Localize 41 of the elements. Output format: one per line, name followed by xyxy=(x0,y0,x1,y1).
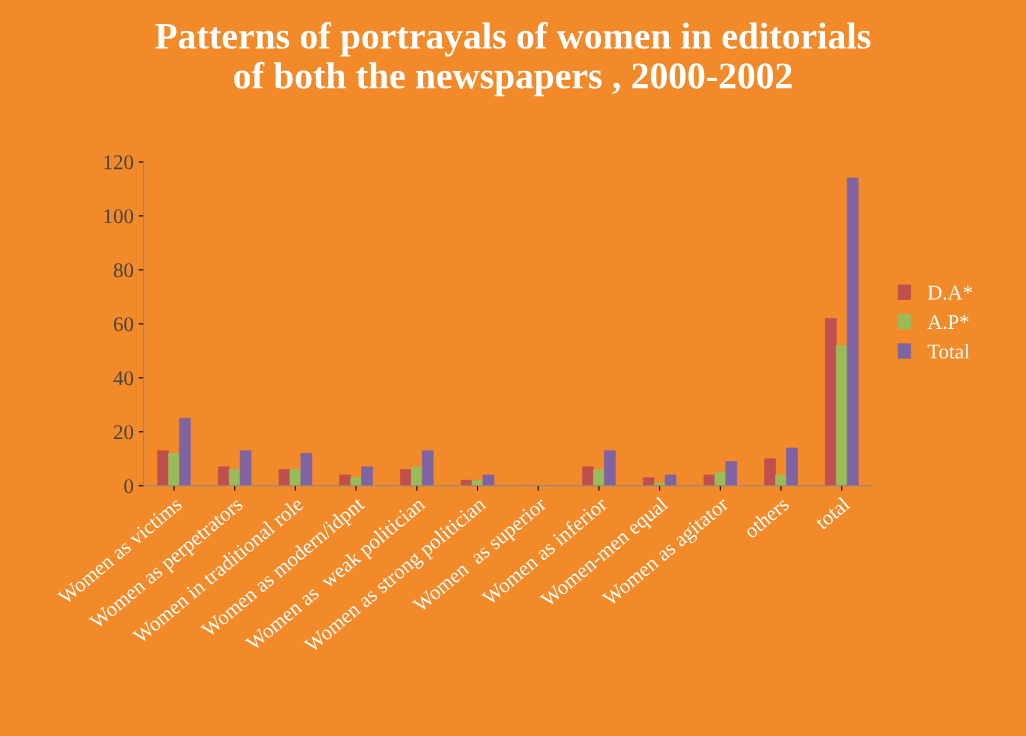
bar xyxy=(775,474,787,486)
y-tick-label: 120 xyxy=(104,155,134,170)
bar xyxy=(421,450,434,486)
bar xyxy=(228,469,241,486)
bar xyxy=(217,466,230,486)
bar xyxy=(411,466,423,486)
bar xyxy=(725,461,738,486)
bar xyxy=(179,417,191,486)
legend-label: D.A* xyxy=(927,285,973,300)
bar xyxy=(604,450,616,486)
bar xyxy=(835,345,848,486)
y-tick-label: 20 xyxy=(114,425,134,440)
chart-title: Patterns of portrayals of women in editorials of both the newspapers , 2000-2002 xyxy=(155,22,871,97)
legend-label: Total xyxy=(927,343,970,359)
y-tick-label: 80 xyxy=(113,263,134,278)
x-tick-label: total xyxy=(813,495,851,531)
y-tick-label: 0 xyxy=(124,479,134,494)
legend-label: A.P* xyxy=(927,315,969,330)
bar xyxy=(582,466,594,486)
y-tick-label: 100 xyxy=(104,209,134,224)
y-tick-label: 60 xyxy=(113,317,134,332)
bar xyxy=(825,318,837,486)
bar xyxy=(846,177,859,486)
bar xyxy=(703,474,716,486)
bar xyxy=(593,469,605,486)
bar xyxy=(786,447,798,486)
bar xyxy=(642,477,655,486)
bar xyxy=(157,450,169,486)
y-tick-label: 40 xyxy=(113,371,134,386)
bar xyxy=(289,469,302,486)
bar xyxy=(361,466,373,486)
bar xyxy=(482,474,495,486)
bar xyxy=(300,453,313,486)
bar xyxy=(350,477,362,486)
bar xyxy=(339,474,351,486)
bar xyxy=(664,474,677,486)
bar xyxy=(168,453,180,486)
bar xyxy=(400,469,412,486)
bar xyxy=(278,469,291,486)
bar xyxy=(239,450,252,486)
bar xyxy=(764,458,776,486)
